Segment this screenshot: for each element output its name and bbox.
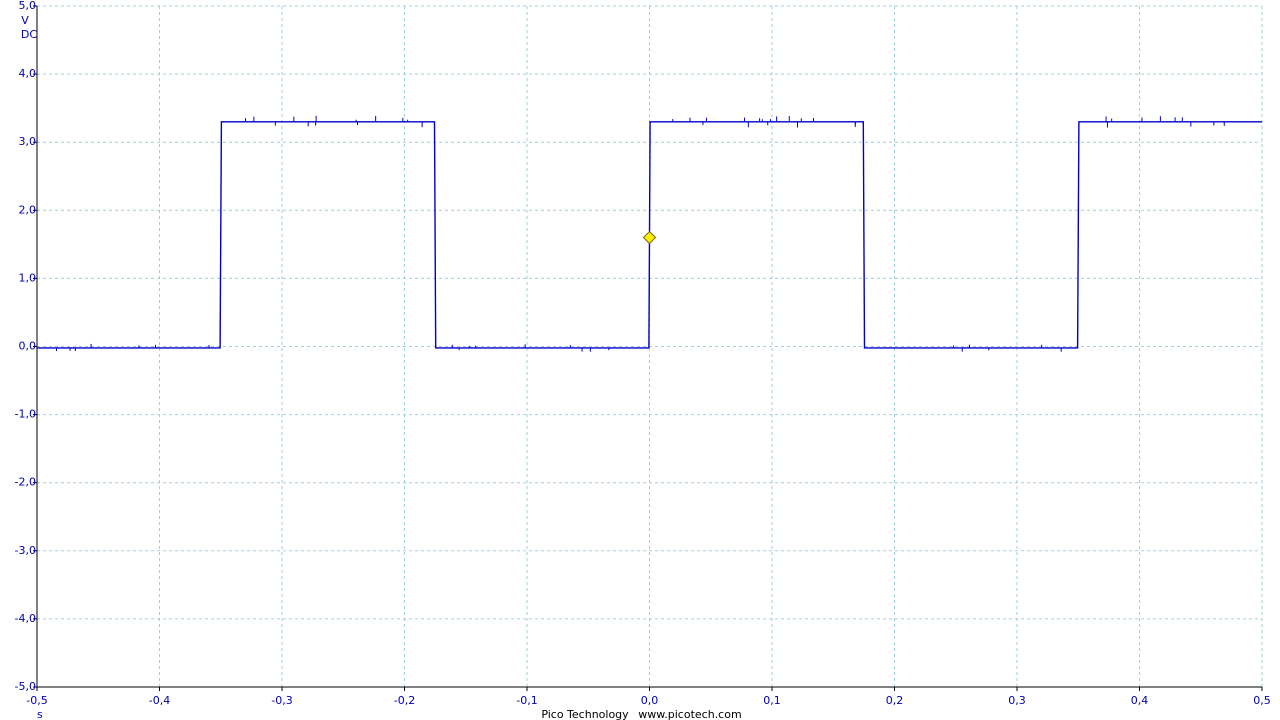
y-axis-coupling: DC <box>21 28 37 41</box>
y-tick-label: 5,0 <box>19 0 37 12</box>
y-tick-label: 1,0 <box>19 271 37 284</box>
x-tick-label: 0,2 <box>886 694 904 707</box>
x-axis-unit: s <box>37 708 43 720</box>
x-tick-label: 0,5 <box>1253 694 1271 707</box>
x-tick-label: 0,1 <box>763 694 781 707</box>
y-tick-label: -4,0 <box>15 612 36 625</box>
y-axis-unit: V <box>21 14 29 27</box>
y-tick-label: 4,0 <box>19 67 37 80</box>
trigger-marker[interactable] <box>642 230 657 245</box>
y-tick-label: -5,0 <box>15 680 36 693</box>
y-tick-label: 0,0 <box>19 340 37 353</box>
x-tick-label: 0,3 <box>1008 694 1026 707</box>
x-tick-label: 0,0 <box>641 694 659 707</box>
x-tick-label: -0,1 <box>516 694 537 707</box>
y-tick-label: 2,0 <box>19 203 37 216</box>
footer-url[interactable]: www.picotech.com <box>638 708 741 720</box>
x-tick-label: -0,3 <box>271 694 292 707</box>
y-tick-label: -1,0 <box>15 408 36 421</box>
x-tick-label: 0,4 <box>1131 694 1149 707</box>
x-tick-label: -0,5 <box>26 694 47 707</box>
y-tick-label: -2,0 <box>15 476 36 489</box>
footer-brand: Pico Technology <box>541 708 629 720</box>
x-tick-label: -0,2 <box>394 694 415 707</box>
y-axis: 5,0 4,0 3,0 2,0 1,0 0,0 -1,0 -2,0 -3,0 -4,0 -5,0 <box>15 0 38 693</box>
y-tick-label: -3,0 <box>15 544 36 557</box>
trigger-diamond[interactable] <box>642 230 657 245</box>
y-tick-label: 3,0 <box>19 135 37 148</box>
x-axis: -0,5 -0,4 -0,3 -0,2 -0,1 0,0 0,1 0,2 0,3 0,4 0,5 <box>26 686 1271 707</box>
x-tick-label: -0,4 <box>149 694 170 707</box>
